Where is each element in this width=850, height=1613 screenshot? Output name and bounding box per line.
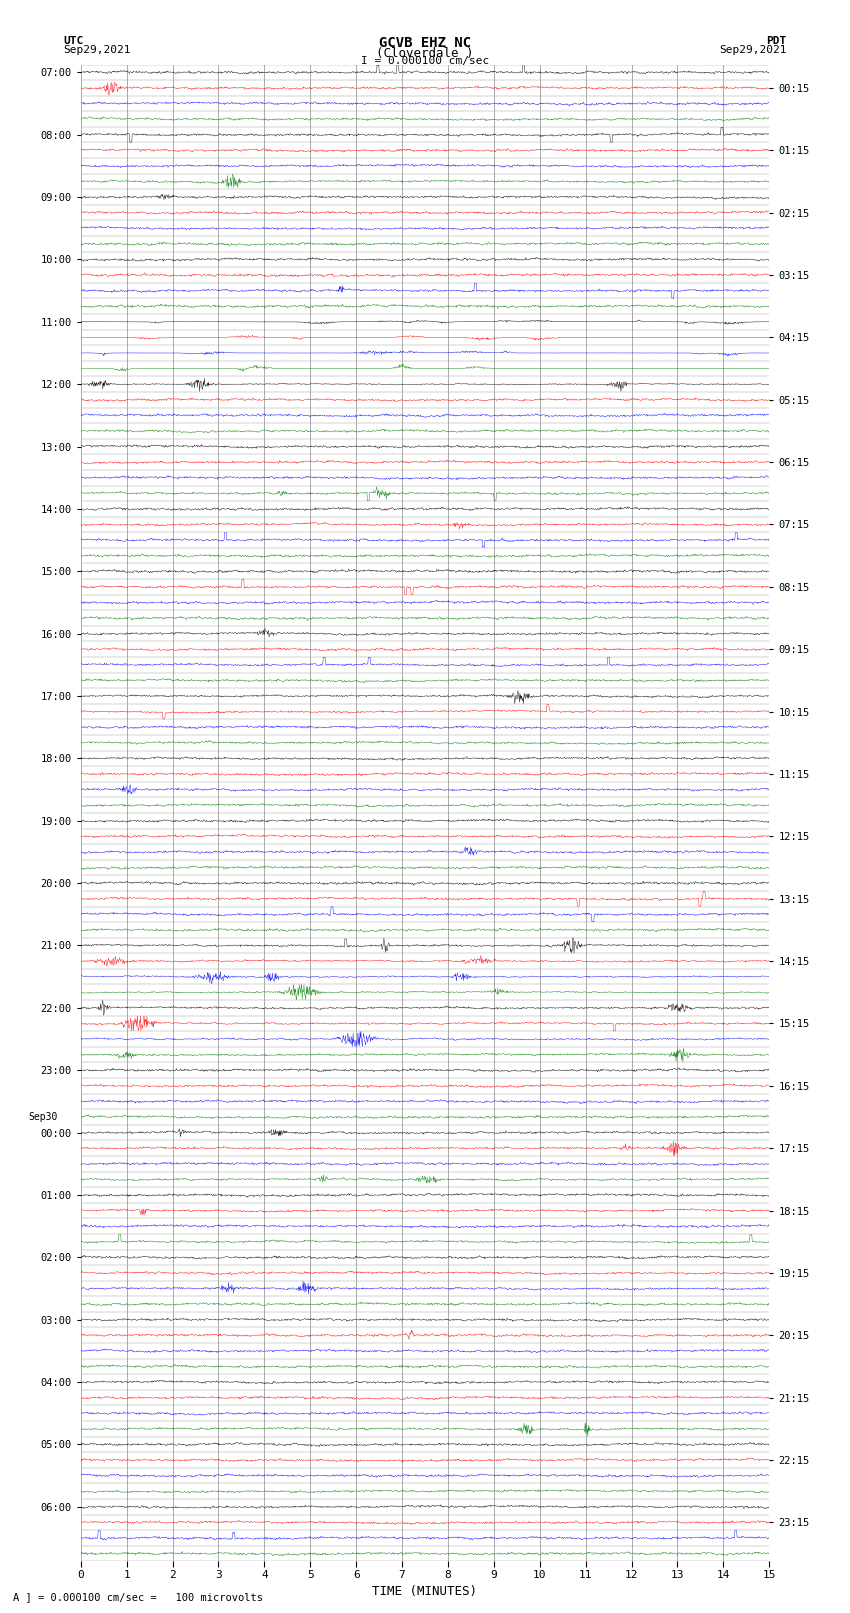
Text: UTC: UTC	[64, 37, 84, 47]
Text: Sep29,2021: Sep29,2021	[719, 45, 786, 55]
Text: A ] = 0.000100 cm/sec =   100 microvolts: A ] = 0.000100 cm/sec = 100 microvolts	[13, 1592, 263, 1602]
Text: (Cloverdale ): (Cloverdale )	[377, 47, 473, 60]
Text: I = 0.000100 cm/sec: I = 0.000100 cm/sec	[361, 56, 489, 66]
Text: GCVB EHZ NC: GCVB EHZ NC	[379, 37, 471, 50]
Text: PDT: PDT	[766, 37, 786, 47]
Text: Sep30: Sep30	[28, 1113, 58, 1123]
X-axis label: TIME (MINUTES): TIME (MINUTES)	[372, 1586, 478, 1598]
Text: Sep29,2021: Sep29,2021	[64, 45, 131, 55]
